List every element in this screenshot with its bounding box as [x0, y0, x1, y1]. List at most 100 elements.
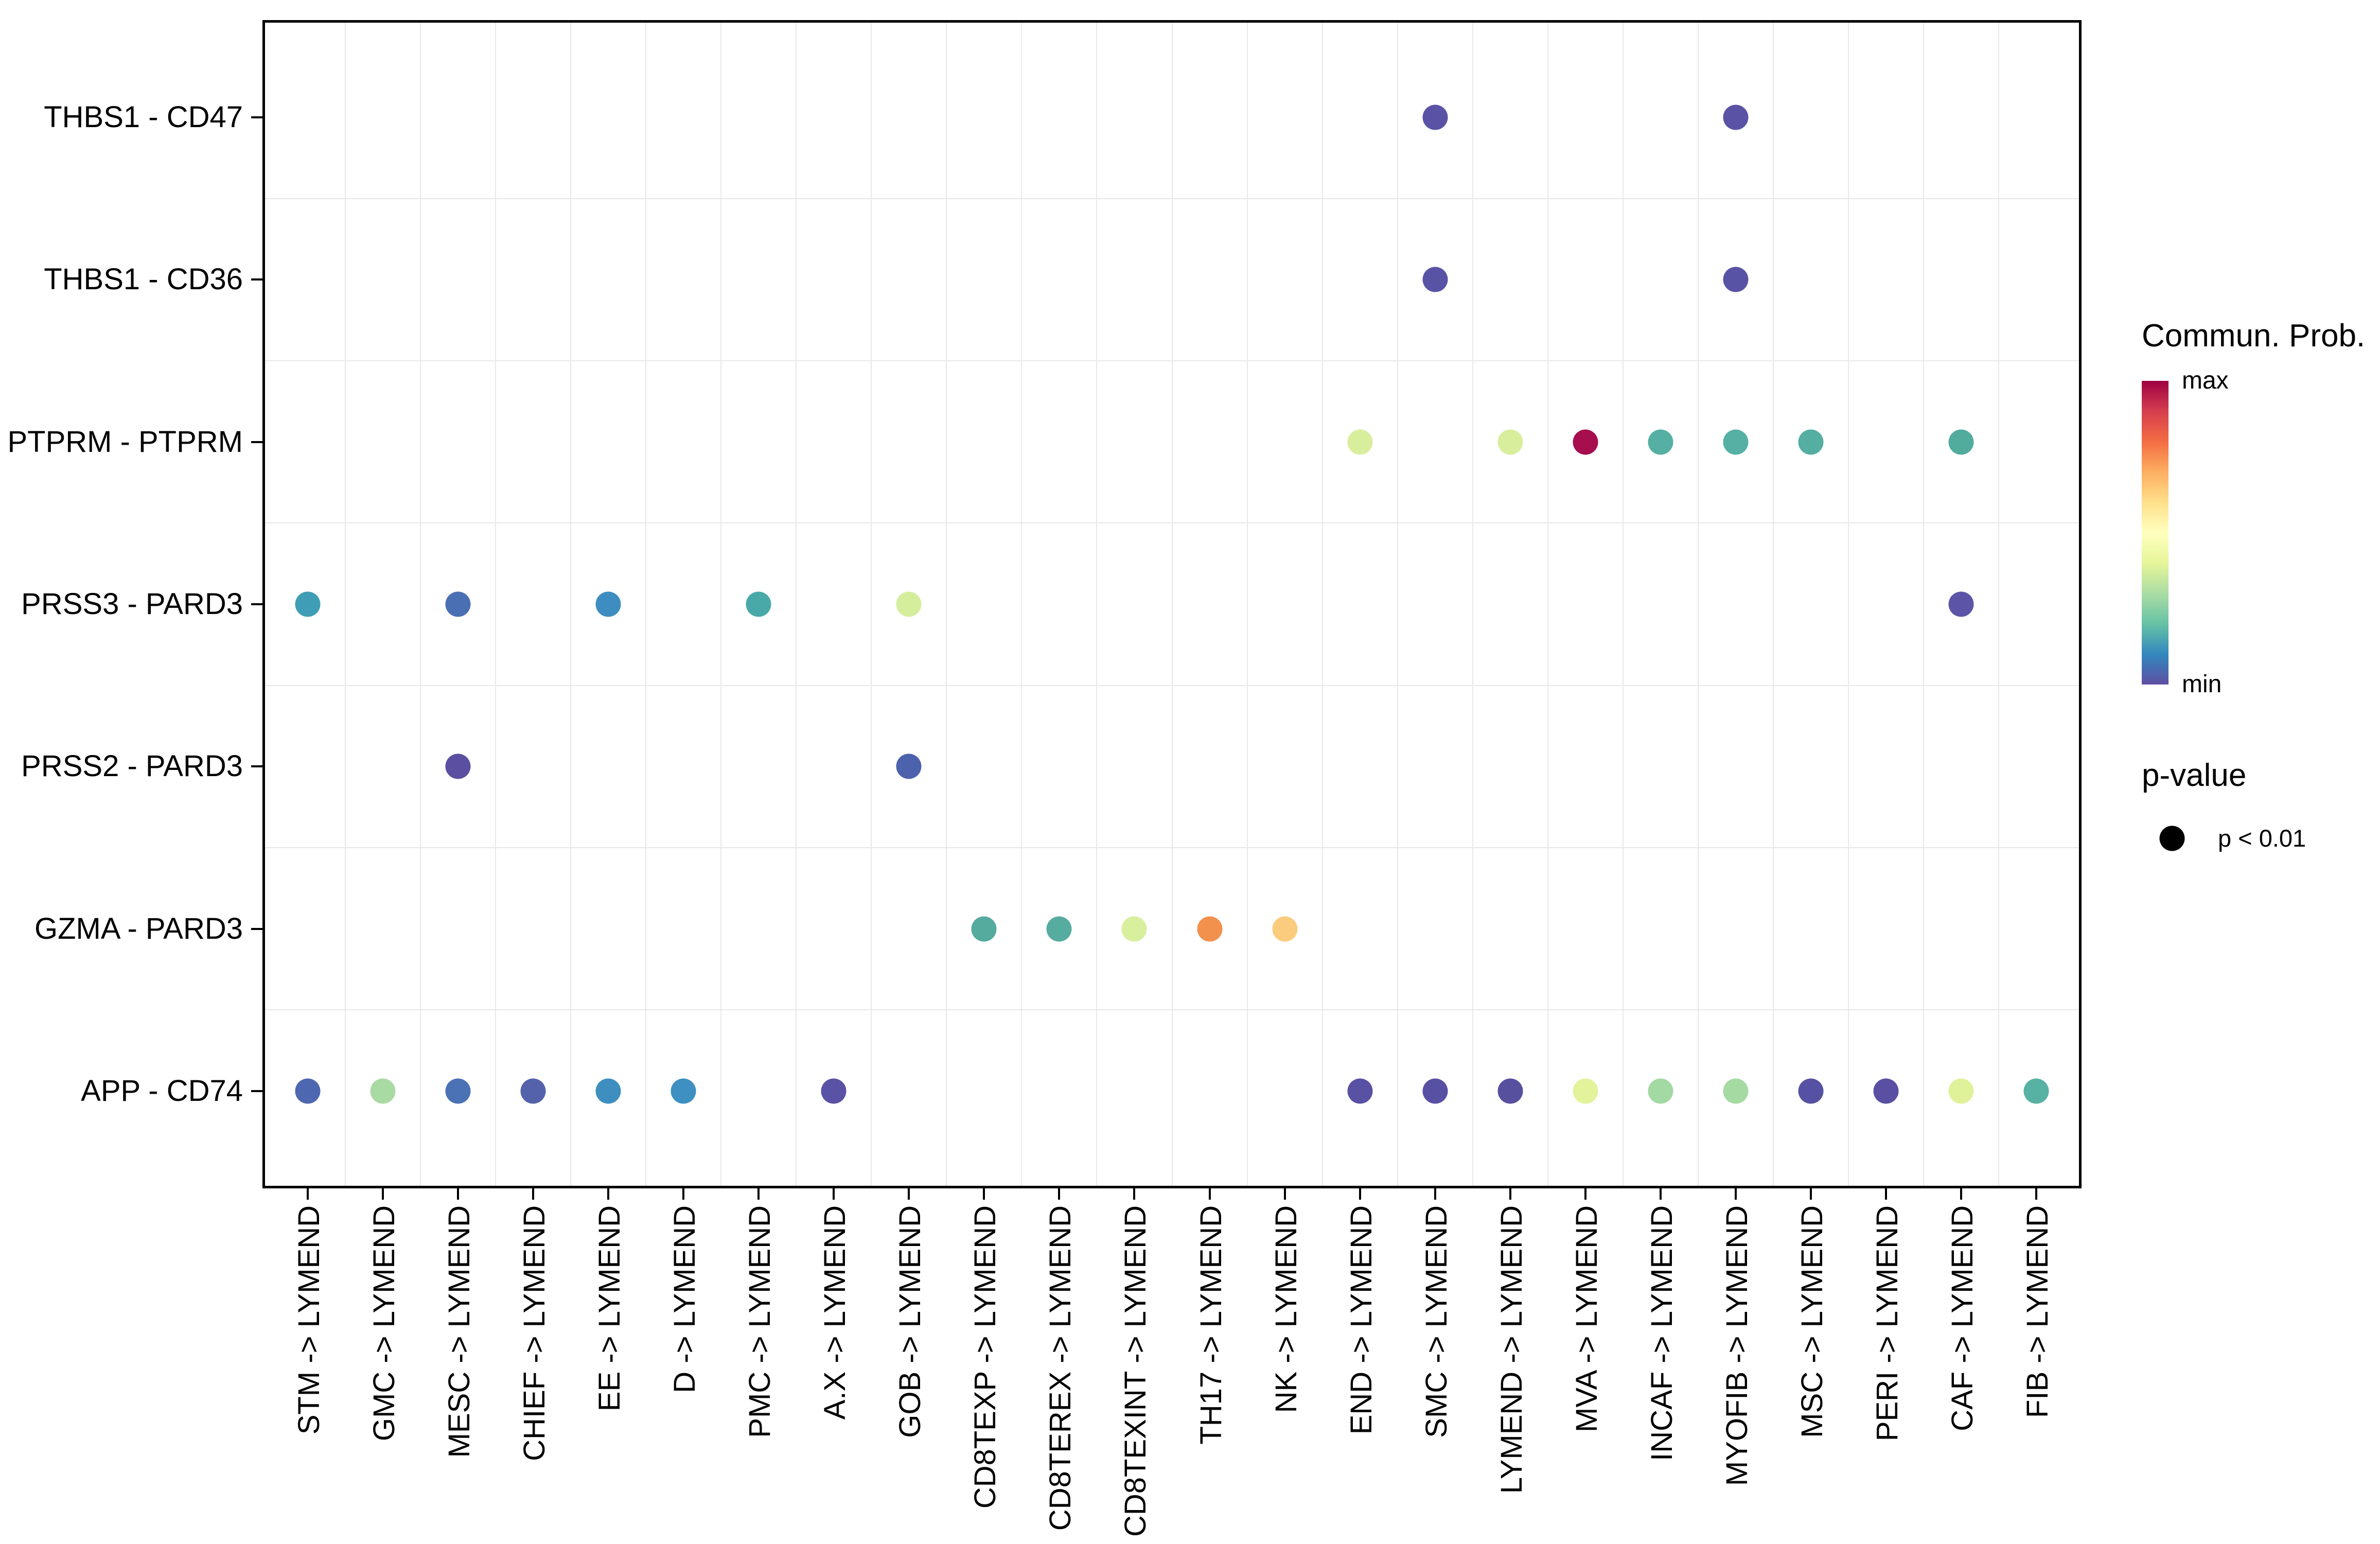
x-tick — [1584, 1188, 1586, 1200]
x-tick — [1960, 1188, 1963, 1200]
v-gridline — [1321, 23, 1323, 1186]
x-axis-label: CD8TEXINT -> LYMEND — [1119, 1205, 1153, 1537]
plot-panel — [262, 20, 2082, 1188]
data-point — [671, 1078, 696, 1104]
v-gridline — [1246, 23, 1248, 1186]
x-tick — [607, 1188, 609, 1200]
v-gridline — [1698, 23, 1699, 1186]
v-gridline — [1096, 23, 1098, 1186]
x-axis-label: CD8TEXP -> LYMEND — [968, 1205, 1002, 1509]
x-axis-label: EE -> LYMEND — [592, 1205, 626, 1412]
data-point — [1798, 429, 1824, 455]
v-gridline — [495, 23, 496, 1186]
h-gridline — [265, 360, 2079, 362]
x-axis-label: A.X -> LYMEND — [818, 1205, 852, 1420]
x-axis-label: SMC -> LYMEND — [1419, 1205, 1453, 1438]
data-point — [1723, 1078, 1749, 1104]
x-axis-label: MESC -> LYMEND — [442, 1205, 476, 1458]
x-tick — [1810, 1188, 1812, 1200]
x-tick — [1885, 1188, 1888, 1200]
v-gridline — [1397, 23, 1398, 1186]
pvalue-legend-item-label: p < 0.01 — [2218, 824, 2306, 852]
data-point — [445, 1078, 471, 1104]
y-axis-label: APP - CD74 — [81, 1074, 243, 1108]
x-axis-label: TH17 -> LYMEND — [1194, 1205, 1228, 1445]
v-gridline — [1848, 23, 1849, 1186]
x-axis-label: INCAF -> LYMEND — [1645, 1205, 1679, 1461]
y-axis-label: PTPRM - PTPRM — [7, 425, 243, 459]
data-point — [295, 1078, 321, 1104]
v-gridline — [1472, 23, 1473, 1186]
y-axis-label: PRSS3 - PARD3 — [21, 587, 243, 621]
x-axis-label: CD8TEREX -> LYMEND — [1044, 1205, 1078, 1531]
x-tick — [1735, 1188, 1737, 1200]
x-tick — [1283, 1188, 1286, 1200]
data-point — [971, 916, 997, 942]
v-gridline — [1998, 23, 2000, 1186]
y-axis-label: THBS1 - CD36 — [44, 262, 243, 296]
h-gridline — [265, 198, 2079, 199]
data-point — [520, 1078, 546, 1104]
y-axis-label: GZMA - PARD3 — [34, 911, 243, 945]
data-point — [445, 753, 471, 779]
pvalue-legend-dot-icon — [2159, 826, 2185, 851]
y-tick — [251, 603, 262, 605]
x-tick — [1359, 1188, 1361, 1200]
x-axis-label: LYMEND -> LYMEND — [1494, 1205, 1528, 1494]
data-point — [1723, 104, 1749, 130]
h-gridline — [265, 1009, 2079, 1011]
v-gridline — [1923, 23, 1925, 1186]
x-tick — [1058, 1188, 1061, 1200]
y-tick — [251, 441, 262, 443]
x-tick — [306, 1188, 309, 1200]
v-gridline — [1622, 23, 1624, 1186]
x-axis-label: STM -> LYMEND — [292, 1205, 326, 1435]
x-axis-label: CHIEF -> LYMEND — [517, 1205, 551, 1461]
data-point — [1422, 267, 1448, 292]
y-tick — [251, 278, 262, 281]
data-point — [1497, 1078, 1523, 1104]
pvalue-legend-title: p-value — [2142, 758, 2247, 793]
data-point — [1798, 1078, 1824, 1104]
data-point — [1948, 591, 1974, 617]
x-axis-label: D -> LYMEND — [668, 1205, 702, 1393]
x-tick — [456, 1188, 459, 1200]
data-point — [370, 1078, 396, 1104]
x-tick — [833, 1188, 835, 1200]
x-axis-label: MVA -> LYMEND — [1570, 1205, 1603, 1433]
x-tick — [1133, 1188, 1136, 1200]
x-tick — [532, 1188, 534, 1200]
data-point — [1272, 916, 1298, 942]
v-gridline — [570, 23, 571, 1186]
data-point — [896, 753, 922, 779]
data-point — [1573, 429, 1598, 455]
v-gridline — [1171, 23, 1173, 1186]
v-gridline — [419, 23, 421, 1186]
data-point — [1422, 1078, 1448, 1104]
data-point — [1648, 1078, 1673, 1104]
v-gridline — [946, 23, 947, 1186]
x-axis-label: CAF -> LYMEND — [1946, 1205, 1980, 1431]
v-gridline — [1547, 23, 1548, 1186]
h-gridline — [265, 685, 2079, 686]
x-tick — [757, 1188, 760, 1200]
data-point — [746, 591, 771, 617]
data-point — [1046, 916, 1072, 942]
x-axis-label: NK -> LYMEND — [1269, 1205, 1303, 1413]
x-axis-label: MSC -> LYMEND — [1795, 1205, 1829, 1438]
data-point — [445, 591, 471, 617]
colorbar-gradient — [2142, 381, 2169, 685]
y-tick — [251, 927, 262, 930]
y-axis-label: THBS1 - CD47 — [44, 100, 243, 134]
x-axis-label: END -> LYMEND — [1344, 1205, 1378, 1435]
colorbar-max-label: max — [2182, 367, 2229, 394]
x-tick — [908, 1188, 910, 1200]
x-axis-label: GMC -> LYMEND — [367, 1205, 401, 1442]
data-point — [1648, 429, 1673, 455]
y-tick — [251, 116, 262, 119]
data-point — [1948, 1078, 1974, 1104]
data-point — [595, 591, 621, 617]
y-tick — [251, 1090, 262, 1092]
v-gridline — [344, 23, 346, 1186]
